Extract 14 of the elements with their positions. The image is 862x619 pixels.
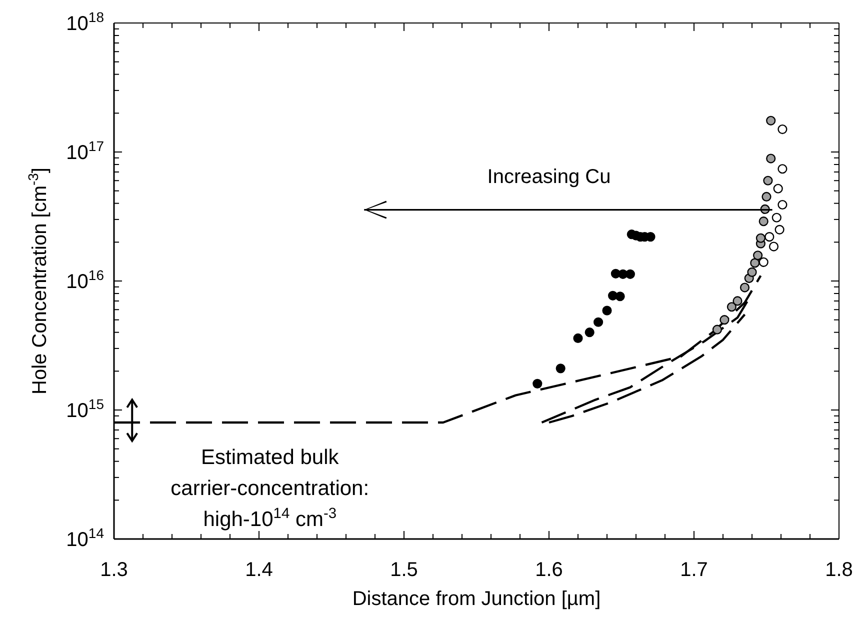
y-tick-label: 10$^{16}$ [66, 267, 104, 293]
x-tick-label: 1.7 [680, 559, 708, 581]
annotation: Estimated bulk carrier-concentration: high-10$^{14}$ cm$^{-3}$ [170, 446, 370, 532]
y-tick-label: 10$^{15}$ [66, 396, 104, 422]
y-tick-label: 10$^{18}$ [66, 9, 104, 35]
x-tick-label: 1.3 [100, 559, 128, 581]
x-tick-label: 1.5 [390, 559, 418, 581]
annotation: Increasing Cu [487, 166, 611, 188]
x-tick-label: 1.8 [825, 559, 853, 581]
y-tick-label: 10$^{14}$ [66, 525, 104, 551]
y-tick-label: 10$^{17}$ [66, 138, 104, 164]
x-axis-title: Distance from Junction [µm] [352, 588, 601, 610]
x-tick-label: 1.4 [245, 559, 273, 581]
x-tick-label: 1.6 [535, 559, 563, 581]
